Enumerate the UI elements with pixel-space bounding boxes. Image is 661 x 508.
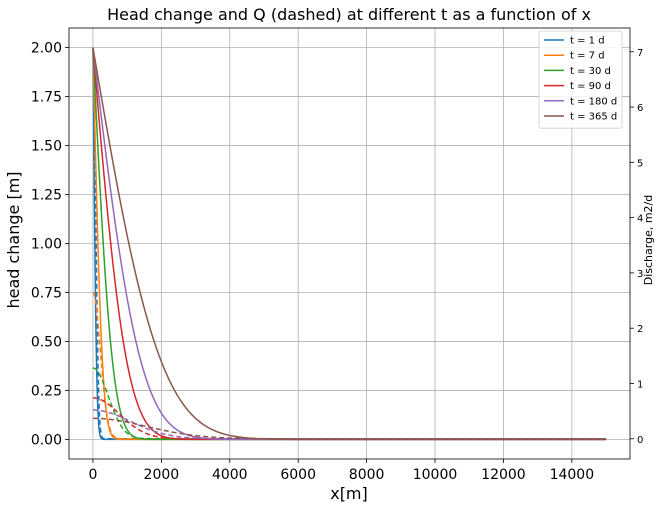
- y-tick-label: 0.25: [31, 383, 62, 399]
- y-axis-label: head change [m]: [4, 171, 23, 308]
- y-tick-label: 1.50: [31, 139, 62, 155]
- x-tick-label: 4000: [212, 467, 248, 483]
- series-discharge-line: [92, 409, 607, 440]
- x-tick-label: 0: [88, 467, 97, 483]
- plot-frame: [68, 27, 631, 460]
- series-lines: [92, 47, 607, 441]
- series-discharge-line: [92, 417, 607, 440]
- y-tick-label: 2.00: [31, 41, 62, 57]
- legend-label: t = 365 d: [570, 112, 617, 123]
- x-tick-label: 6000: [280, 467, 316, 483]
- series-discharge-line: [92, 367, 607, 440]
- x-tick-label: 14000: [550, 467, 595, 483]
- y-tick-label: 1.00: [31, 237, 62, 253]
- x-tick-label: 2000: [144, 467, 180, 483]
- y-tick-label: 0.00: [31, 432, 62, 448]
- y-tick-label: 0.50: [31, 334, 62, 350]
- legend-label: t = 180 d: [570, 96, 617, 107]
- x-tick-label: 8000: [349, 467, 385, 483]
- y2-tick-label: 3: [637, 269, 643, 280]
- legend-label: t = 7 d: [570, 51, 605, 62]
- legend-label: t = 1 d: [570, 36, 605, 47]
- legend-label: t = 30 d: [570, 66, 611, 77]
- x-axis-label: x[m]: [330, 484, 368, 503]
- y2-tick-label: 0: [637, 435, 643, 446]
- y2-tick-label: 6: [637, 103, 643, 114]
- y-tick-label: 1.75: [31, 90, 62, 106]
- y2-tick-label: 7: [637, 48, 643, 59]
- legend-label: t = 90 d: [570, 81, 611, 92]
- x-tick-label: 12000: [481, 467, 526, 483]
- y-tick-label: 0.75: [31, 285, 62, 301]
- series-discharge-line: [92, 397, 607, 440]
- axes: 0 2000 4000 6000 8000 10000 12000 14000 0.00 0.25…: [31, 27, 643, 483]
- y2-tick-label: 1: [637, 379, 643, 390]
- x-tick-label: 10000: [413, 467, 458, 483]
- y2-axis-label: Discharge, m2/d: [642, 195, 655, 286]
- grid: [69, 28, 630, 459]
- series-discharge-line: [92, 291, 607, 440]
- chart-title: Head change and Q (dashed) at different …: [107, 5, 591, 24]
- y2-tick-label: 2: [637, 324, 643, 335]
- y2-tick-label: 4: [637, 214, 643, 225]
- y-tick-label: 1.25: [31, 188, 62, 204]
- legend: t = 1 d t = 7 d t = 30 d t = 90 d t = 180 d t…: [538, 30, 623, 129]
- y2-tick-label: 5: [637, 158, 643, 169]
